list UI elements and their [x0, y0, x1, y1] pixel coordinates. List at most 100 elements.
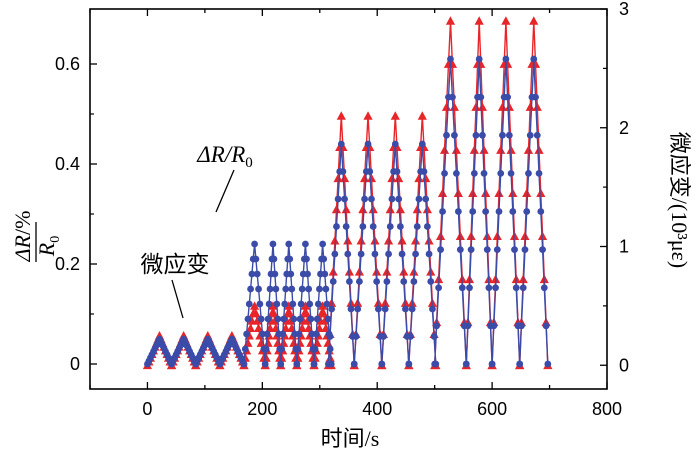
resistance-point: [252, 255, 260, 263]
resistance-point: [388, 195, 396, 203]
resistance-point: [499, 131, 506, 139]
resistance-point: [305, 285, 313, 293]
resistance-point: [293, 360, 301, 368]
resistance-point: [472, 131, 480, 139]
strain-point: [331, 204, 342, 214]
resistance-point: [374, 305, 382, 313]
resistance-point: [400, 278, 408, 285]
x-tick-label: 200: [247, 399, 277, 419]
strain-point: [387, 173, 397, 183]
strain-point: [439, 145, 450, 154]
resistance-point: [451, 131, 458, 139]
x-axis-label: 时间/s: [321, 426, 380, 451]
strain-point: [506, 145, 516, 154]
resistance-point: [492, 284, 499, 292]
strain-point: [390, 111, 400, 120]
annotation-strain: 微应变: [141, 252, 210, 277]
resistance-point: [420, 168, 428, 175]
y-right-tick-label: 0: [619, 355, 629, 375]
y-axis-label-right: 微应变/(10³με): [667, 132, 692, 268]
resistance-point: [287, 270, 295, 278]
strain-point: [445, 16, 456, 25]
strain-point: [302, 316, 313, 325]
resistance-point: [264, 315, 272, 323]
resistance-point: [511, 246, 518, 254]
strain-point: [395, 204, 405, 214]
strain-point: [285, 308, 295, 318]
resistance-point: [456, 246, 464, 254]
resistance-point: [437, 246, 444, 254]
strain-point: [453, 188, 463, 197]
resistance-point: [341, 195, 348, 203]
resistance-point: [339, 168, 347, 175]
resistance-point: [342, 223, 350, 230]
resistance-point: [464, 322, 472, 330]
resistance-point: [537, 208, 545, 215]
y-left-label-denominator: R: [34, 242, 59, 257]
resistance-point: [311, 345, 319, 353]
resistance-point: [357, 250, 365, 258]
strain-point: [522, 188, 532, 197]
resistance-point: [244, 315, 252, 323]
resistance-point: [331, 250, 339, 258]
resistance-point: [354, 305, 362, 313]
y-right-tick-label: 1: [619, 237, 629, 257]
resistance-point: [523, 208, 531, 215]
resistance-point: [373, 278, 381, 285]
resistance-point: [269, 240, 277, 248]
resistance-point: [477, 93, 485, 101]
resistance-point: [280, 315, 288, 323]
resistance-point: [289, 300, 297, 308]
resistance-point: [248, 270, 256, 278]
resistance-point: [270, 255, 278, 263]
strain-point: [421, 173, 431, 183]
strain-point: [529, 16, 539, 25]
annotation-resistance: ΔR/R0: [196, 142, 253, 171]
resistance-point: [313, 315, 321, 323]
strain-point: [300, 301, 311, 310]
strain-point: [366, 173, 377, 183]
resistance-point: [350, 360, 358, 368]
y-left-label-numerator: ΔR: [10, 234, 35, 262]
y-left-tick-label: 0: [70, 354, 80, 374]
resistance-point: [439, 208, 446, 215]
resistance-point: [467, 246, 475, 254]
resistance-point: [247, 285, 254, 293]
resistance-point: [449, 93, 456, 101]
resistance-point: [319, 240, 327, 248]
resistance-point: [482, 208, 490, 215]
resistance-point: [483, 246, 491, 254]
resistance-point: [539, 246, 546, 254]
annotation-strain-arrow: [171, 279, 184, 319]
resistance-point: [393, 168, 401, 175]
resistance-point: [475, 55, 483, 63]
resistance-point: [240, 360, 248, 368]
resistance-point: [395, 195, 403, 203]
resistance-point: [454, 208, 462, 215]
strain-point: [437, 188, 448, 197]
strain-point: [455, 231, 465, 241]
resistance-point: [490, 322, 498, 330]
resistance-point: [410, 278, 418, 285]
strain-point: [301, 308, 312, 318]
strain-point: [497, 102, 508, 111]
strain-point: [536, 188, 546, 197]
resistance-point: [290, 315, 298, 323]
strain-point: [435, 231, 446, 241]
strain-point: [339, 173, 350, 183]
resistance-point: [371, 250, 379, 258]
resistance-point: [261, 360, 269, 368]
y-left-tick-label: 0.6: [55, 54, 80, 74]
resistance-point: [458, 284, 466, 292]
strain-point: [284, 301, 294, 310]
series-layer: [142, 16, 553, 370]
y-left-tick-label: 0.2: [55, 254, 80, 274]
strain-point: [319, 308, 329, 318]
resistance-point: [518, 322, 525, 330]
resistance-point: [352, 333, 360, 340]
resistance-point: [418, 140, 426, 148]
resistance-point: [274, 315, 282, 323]
strain-point: [494, 188, 504, 197]
resistance-point: [306, 300, 314, 308]
strain-point: [249, 301, 260, 310]
